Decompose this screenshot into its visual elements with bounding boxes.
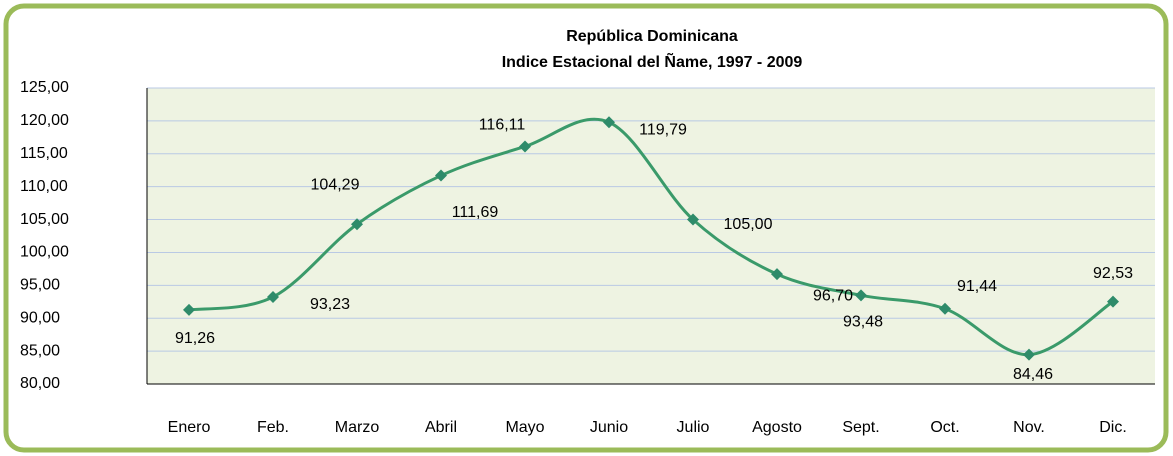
y-tick-label: 95,00 [20, 277, 60, 294]
x-tick-label: Abril [425, 419, 457, 436]
data-label: 91,44 [957, 278, 997, 295]
data-label: 119,79 [639, 121, 687, 138]
y-tick-label: 105,00 [20, 211, 69, 228]
marker [351, 218, 363, 231]
data-label: 104,29 [311, 176, 360, 193]
y-tick-label: 110,00 [20, 178, 68, 195]
x-tick-label: Marzo [335, 419, 380, 436]
data-label: 93,23 [310, 296, 350, 313]
marker [939, 302, 951, 315]
data-label: 111,69 [452, 204, 499, 221]
data-label: 91,26 [175, 330, 215, 347]
marker [519, 140, 531, 153]
chart-subtitle: Indice Estacional del Ñame, 1997 - 2009 [502, 51, 803, 71]
y-tick-label: 80,00 [20, 375, 60, 392]
marker [771, 268, 783, 281]
x-tick-label: Dic. [1099, 419, 1127, 436]
data-label: 96,70 [813, 287, 853, 304]
y-tick-label: 85,00 [20, 342, 60, 359]
marker [1107, 295, 1119, 308]
y-tick-label: 125,00 [20, 79, 69, 96]
x-tick-label: Mayo [505, 419, 544, 436]
y-tick-label: 120,00 [20, 112, 69, 129]
marker [183, 303, 195, 316]
data-label: 84,46 [1013, 366, 1053, 383]
marker [1023, 348, 1035, 361]
marker [603, 116, 615, 129]
marker [687, 213, 699, 226]
x-tick-label: Sept. [842, 419, 879, 436]
marker [267, 290, 279, 303]
series-line [188, 117, 1114, 357]
marker [435, 169, 447, 182]
x-tick-label: Oct. [930, 419, 959, 436]
x-tick-label: Julio [677, 419, 710, 436]
x-tick-label: Junio [590, 419, 628, 436]
x-tick-label: Enero [168, 419, 211, 436]
x-tick-label: Feb. [257, 419, 289, 436]
data-label: 92,53 [1093, 265, 1133, 282]
y-tick-label: 115,00 [20, 145, 68, 162]
data-label: 116,11 [479, 117, 526, 134]
x-tick-label: Nov. [1013, 419, 1045, 436]
y-tick-label: 90,00 [20, 309, 60, 326]
data-label: 105,00 [724, 216, 773, 233]
chart-title: República Dominicana [566, 28, 738, 45]
data-label: 93,48 [843, 314, 883, 331]
y-tick-label: 100,00 [20, 244, 69, 261]
marker [855, 289, 867, 302]
x-tick-label: Agosto [752, 419, 802, 436]
